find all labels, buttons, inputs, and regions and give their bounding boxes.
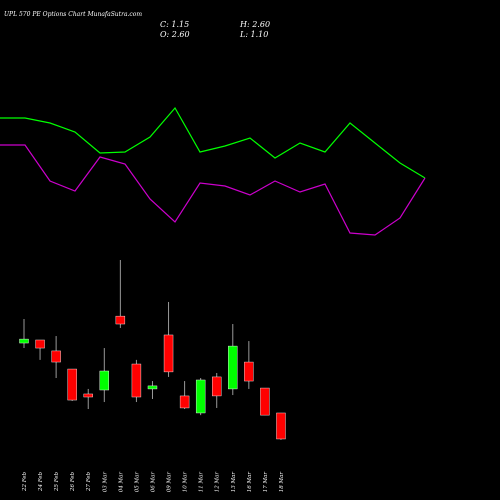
x-tick-label: 11 Mar bbox=[199, 472, 205, 493]
line-series bbox=[0, 106, 426, 179]
ohlc-label: H: 2.60 bbox=[239, 20, 270, 29]
chart-title: UPL 570 PE Options Chart MunafaSutra.com bbox=[4, 11, 142, 18]
x-tick-label: 25 Feb bbox=[54, 472, 60, 493]
candle-body bbox=[163, 334, 174, 373]
candle-body bbox=[83, 393, 93, 398]
x-tick-label: 05 Mar bbox=[134, 472, 140, 493]
line-series bbox=[0, 144, 426, 236]
candle-body bbox=[131, 363, 142, 398]
candle-body bbox=[67, 368, 77, 401]
candle-body bbox=[147, 385, 158, 390]
x-tick-label: 22 Feb bbox=[22, 472, 28, 493]
candle-body bbox=[195, 379, 206, 414]
x-tick-label: 10 Mar bbox=[183, 472, 189, 493]
candle-body bbox=[35, 339, 45, 349]
x-tick-label: 16 Mar bbox=[247, 472, 253, 493]
x-tick-label: 04 Mar bbox=[118, 472, 124, 493]
x-tick-label: 09 Mar bbox=[167, 472, 173, 493]
candle-body bbox=[212, 376, 222, 397]
ohlc-label: O: 2.60 bbox=[160, 30, 190, 39]
ohlc-label: C: 1.15 bbox=[160, 20, 189, 29]
x-tick-label: 03 Mar bbox=[102, 472, 108, 493]
x-tick-label: 06 Mar bbox=[150, 472, 156, 493]
candle-body bbox=[276, 412, 286, 440]
x-tick-label: 24 Feb bbox=[38, 472, 44, 493]
candle-body bbox=[115, 315, 126, 325]
ohlc-label: L: 1.10 bbox=[239, 30, 268, 39]
candle-body bbox=[244, 361, 254, 382]
candle-body bbox=[179, 395, 190, 409]
x-tick-label: 26 Feb bbox=[70, 472, 76, 493]
candle-body bbox=[228, 345, 238, 390]
x-tick-label: 18 Mar bbox=[279, 472, 285, 493]
x-tick-label: 13 Mar bbox=[231, 472, 237, 493]
x-tick-label: 12 Mar bbox=[215, 472, 221, 493]
candle-body bbox=[99, 370, 110, 391]
candle-body bbox=[51, 350, 61, 363]
x-tick-label: 17 Mar bbox=[263, 472, 269, 493]
x-tick-label: 27 Feb bbox=[86, 472, 92, 493]
candle-body bbox=[260, 387, 270, 416]
candle-body bbox=[19, 338, 29, 344]
